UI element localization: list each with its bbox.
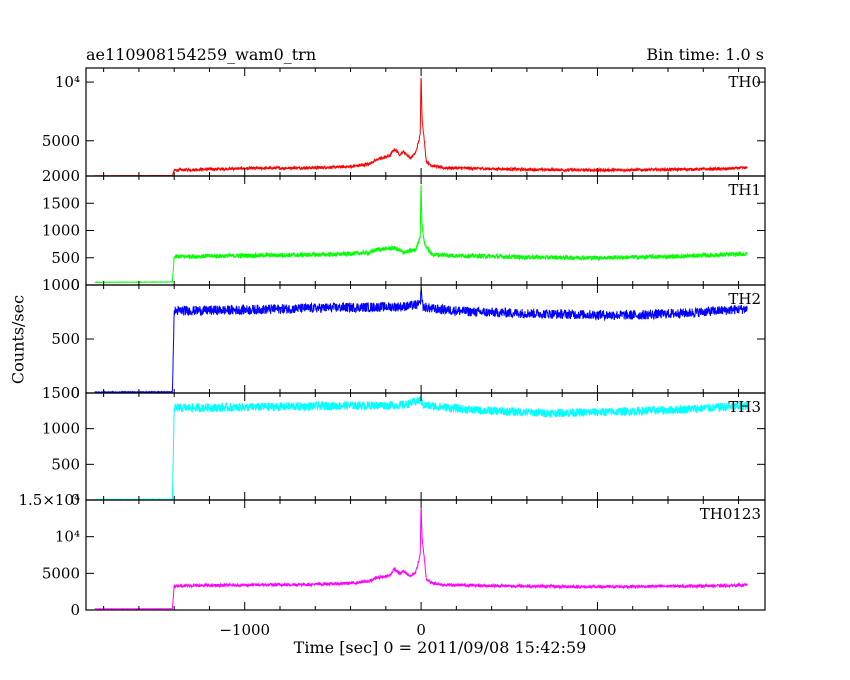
series-line-th0123 [94,508,748,610]
bin-time-label: Bin time: 1.0 s [646,45,764,64]
panel-th1: 0 500 1000 1500 TH1 [42,175,766,294]
y-tick-label: 1000 [42,420,80,438]
x-axis-label: Time [sec] 0 = 2011/09/08 15:42:59 [293,638,587,657]
x-tick-label: −1000 [219,621,270,639]
y-tick-label: 5000 [42,564,80,582]
series-line-th3 [94,395,748,502]
panel-label: TH1 [728,181,761,199]
panel-frame [85,67,766,177]
panel-th2: 0 500 1000 TH2 [42,276,766,402]
y-tick-label: 1500 [42,384,80,402]
y-tick-label: 0 [70,601,80,619]
panel-th3: 0 500 1000 1500 TH3 [42,384,766,509]
panel-frame [85,175,766,286]
panel-frame [85,499,766,611]
chart-title: ae110908154259_wam0_trn [86,45,317,64]
y-tick-label: 10⁴ [55,73,80,91]
y-tick-label: 1000 [42,276,80,294]
y-tick-label: 10⁴ [55,528,80,546]
y-tick-label: 0 [70,276,80,294]
panel-label: TH2 [728,290,761,308]
y-tick-label: 500 [51,330,80,348]
x-tick-label: 1000 [578,621,616,639]
y-tick-label: 0 [70,384,80,402]
panel-label: TH0 [728,73,761,91]
x-tick-label: 0 [416,621,426,639]
series-line-th0 [94,77,748,177]
panel-th0123: 0 5000 10⁴ 1.5×10⁴ TH0123 [18,491,766,619]
y-axis-label: Counts/sec [8,294,28,385]
panel-frame [85,284,766,394]
panel-label: TH3 [728,398,761,416]
y-tick-label: 5000 [42,132,80,150]
series-line-th2 [94,288,748,394]
y-tick-label: 2000 [42,167,80,185]
y-tick-label: 1500 [42,194,80,212]
panel-label: TH0123 [700,505,761,523]
y-tick-label: 0 [70,491,80,509]
series-line-th1 [94,184,748,284]
y-tick-label: 500 [51,455,80,473]
y-tick-label: 1000 [42,222,80,240]
y-tick-label: 1.5×10⁴ [18,491,80,509]
y-tick-label: 500 [51,249,80,267]
panel-th0: 2000 5000 10⁴ TH0 [42,67,766,185]
